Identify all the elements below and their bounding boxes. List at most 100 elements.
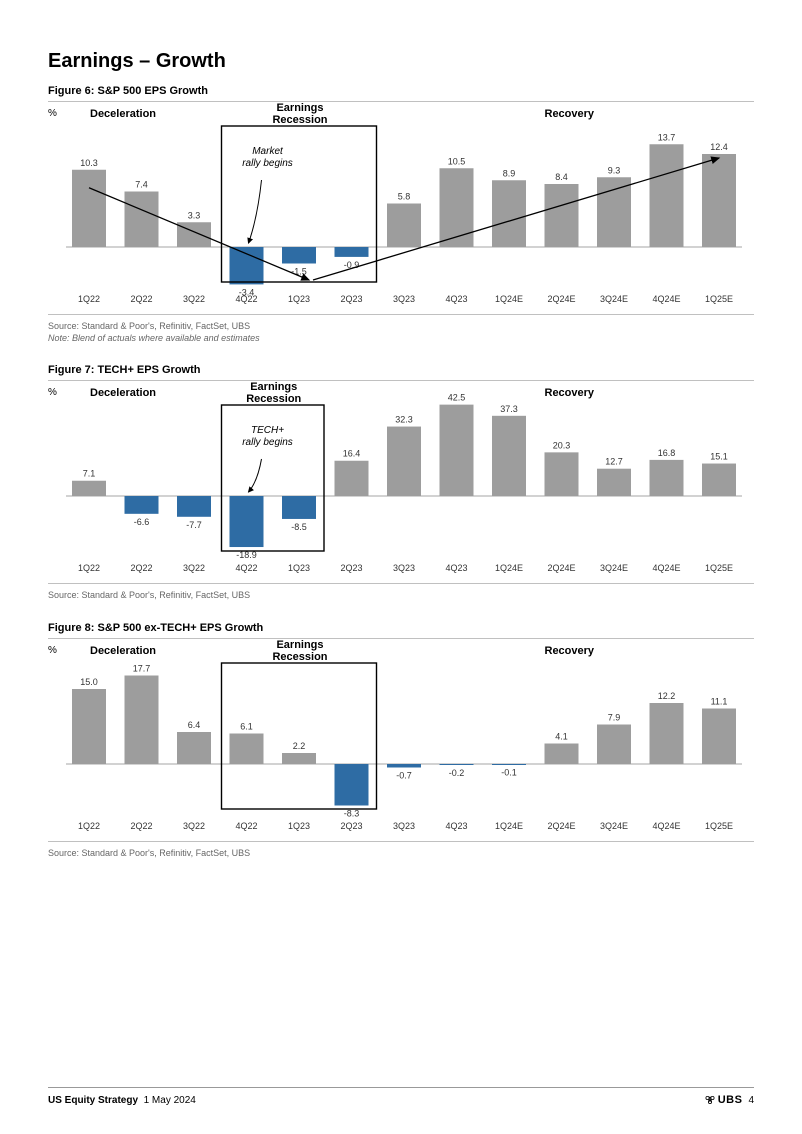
bar-value: 15.0	[80, 677, 98, 687]
page-footer: US Equity Strategy 1 May 2024 UBS 4	[48, 1087, 754, 1106]
page-number: 4	[748, 1095, 754, 1106]
bar	[387, 764, 421, 768]
bar	[492, 180, 526, 247]
bar	[650, 144, 684, 247]
bar	[702, 154, 736, 247]
bar-value: 10.5	[448, 156, 466, 166]
bar-value: -6.6	[134, 517, 150, 527]
bar	[230, 734, 264, 765]
bar-value: 16.4	[343, 449, 361, 459]
phase-recovery: Recovery	[545, 387, 595, 399]
bar-value: -7.7	[186, 520, 202, 530]
bar	[492, 416, 526, 496]
category-label: 1Q23	[288, 563, 310, 573]
bar-value: -1.5	[291, 267, 307, 277]
ubs-logo: UBS	[704, 1094, 743, 1106]
phase-recession: EarningsRecession	[265, 639, 335, 663]
category-label: 1Q22	[78, 294, 100, 304]
annotation-text: rally begins	[242, 437, 293, 448]
category-label: 2Q24E	[547, 294, 575, 304]
category-label: 3Q24E	[600, 821, 628, 831]
footer-left: US Equity Strategy 1 May 2024	[48, 1095, 196, 1106]
bar	[125, 676, 159, 765]
bar-value: 2.2	[293, 741, 306, 751]
divider	[48, 583, 754, 584]
charts-container: Figure 6: S&P 500 EPS Growth%10.31Q227.4…	[48, 85, 754, 874]
bar	[597, 469, 631, 496]
bar-value: 4.1	[555, 732, 568, 742]
bar-value: 12.2	[658, 691, 676, 701]
bar	[72, 170, 106, 247]
category-label: 2Q22	[130, 294, 152, 304]
bar	[387, 204, 421, 248]
bar	[440, 405, 474, 496]
divider	[48, 314, 754, 315]
bar-value: -8.5	[291, 522, 307, 532]
category-label: 2Q24E	[547, 563, 575, 573]
annotation-arrow	[249, 180, 262, 243]
bar-value: -8.3	[344, 809, 360, 819]
category-label: 2Q22	[130, 821, 152, 831]
fig6-chart: %10.31Q227.42Q223.33Q22-3.44Q22-1.51Q23-…	[48, 102, 754, 312]
category-label: 3Q22	[183, 821, 205, 831]
category-label: 3Q24E	[600, 294, 628, 304]
bar-value: 8.9	[503, 168, 516, 178]
phase-recession: EarningsRecession	[239, 381, 309, 405]
phase-deceleration: Deceleration	[90, 387, 156, 399]
fig8-chart: %15.01Q2217.72Q226.43Q226.14Q222.21Q23-8…	[48, 639, 754, 839]
bar	[650, 703, 684, 764]
footer-date: 1 May 2024	[144, 1095, 196, 1106]
chart-svg: 7.11Q22-6.62Q22-7.73Q22-18.94Q22-8.51Q23…	[48, 381, 754, 581]
bar	[72, 481, 106, 496]
bar	[387, 427, 421, 496]
bar	[177, 496, 211, 517]
footer-right: UBS 4	[704, 1094, 754, 1106]
annotation-text: Market	[252, 146, 284, 157]
footer-doc: US Equity Strategy	[48, 1095, 138, 1106]
phase-recovery: Recovery	[545, 108, 595, 120]
bar-value: -0.2	[449, 768, 465, 778]
bar-value: 7.1	[83, 469, 96, 479]
figure-note: Note: Blend of actuals where available a…	[48, 333, 260, 343]
page-title: Earnings – Growth	[48, 50, 754, 73]
bar-value: 3.3	[188, 210, 201, 220]
bar-value: 5.8	[398, 192, 411, 202]
category-label: 2Q23	[340, 294, 362, 304]
bar-value: 12.4	[710, 142, 728, 152]
category-label: 4Q24E	[652, 294, 680, 304]
bar	[597, 177, 631, 247]
category-label: 2Q23	[340, 821, 362, 831]
bar-value: 12.7	[605, 457, 623, 467]
fig7-chart: %7.11Q22-6.62Q22-7.73Q22-18.94Q22-8.51Q2…	[48, 381, 754, 581]
bar	[597, 725, 631, 765]
category-label: 4Q23	[445, 821, 467, 831]
bar	[282, 496, 316, 519]
category-label: 1Q25E	[705, 563, 733, 573]
bar-value: 7.4	[135, 180, 148, 190]
bar	[440, 168, 474, 247]
category-label: 4Q24E	[652, 821, 680, 831]
category-label: 3Q22	[183, 294, 205, 304]
bar	[702, 464, 736, 496]
bar	[177, 222, 211, 247]
category-label: 1Q23	[288, 294, 310, 304]
bar-value: 9.3	[608, 165, 621, 175]
bar-value: 32.3	[395, 415, 413, 425]
phase-recovery: Recovery	[545, 645, 595, 657]
bar-value: 6.4	[188, 720, 201, 730]
bar-value: 17.7	[133, 664, 151, 674]
y-axis-unit: %	[48, 108, 57, 119]
category-label: 1Q22	[78, 821, 100, 831]
phase-recession: EarningsRecession	[265, 102, 335, 126]
bar	[335, 247, 369, 257]
bar	[545, 453, 579, 497]
bar	[545, 184, 579, 247]
y-axis-unit: %	[48, 645, 57, 656]
bar-value: 13.7	[658, 132, 676, 142]
category-label: 2Q22	[130, 563, 152, 573]
figure-source: Source: Standard & Poor's, Refinitiv, Fa…	[48, 590, 754, 602]
bar-value: 7.9	[608, 713, 621, 723]
divider	[48, 841, 754, 842]
category-label: 4Q23	[445, 563, 467, 573]
category-label: 3Q23	[393, 821, 415, 831]
